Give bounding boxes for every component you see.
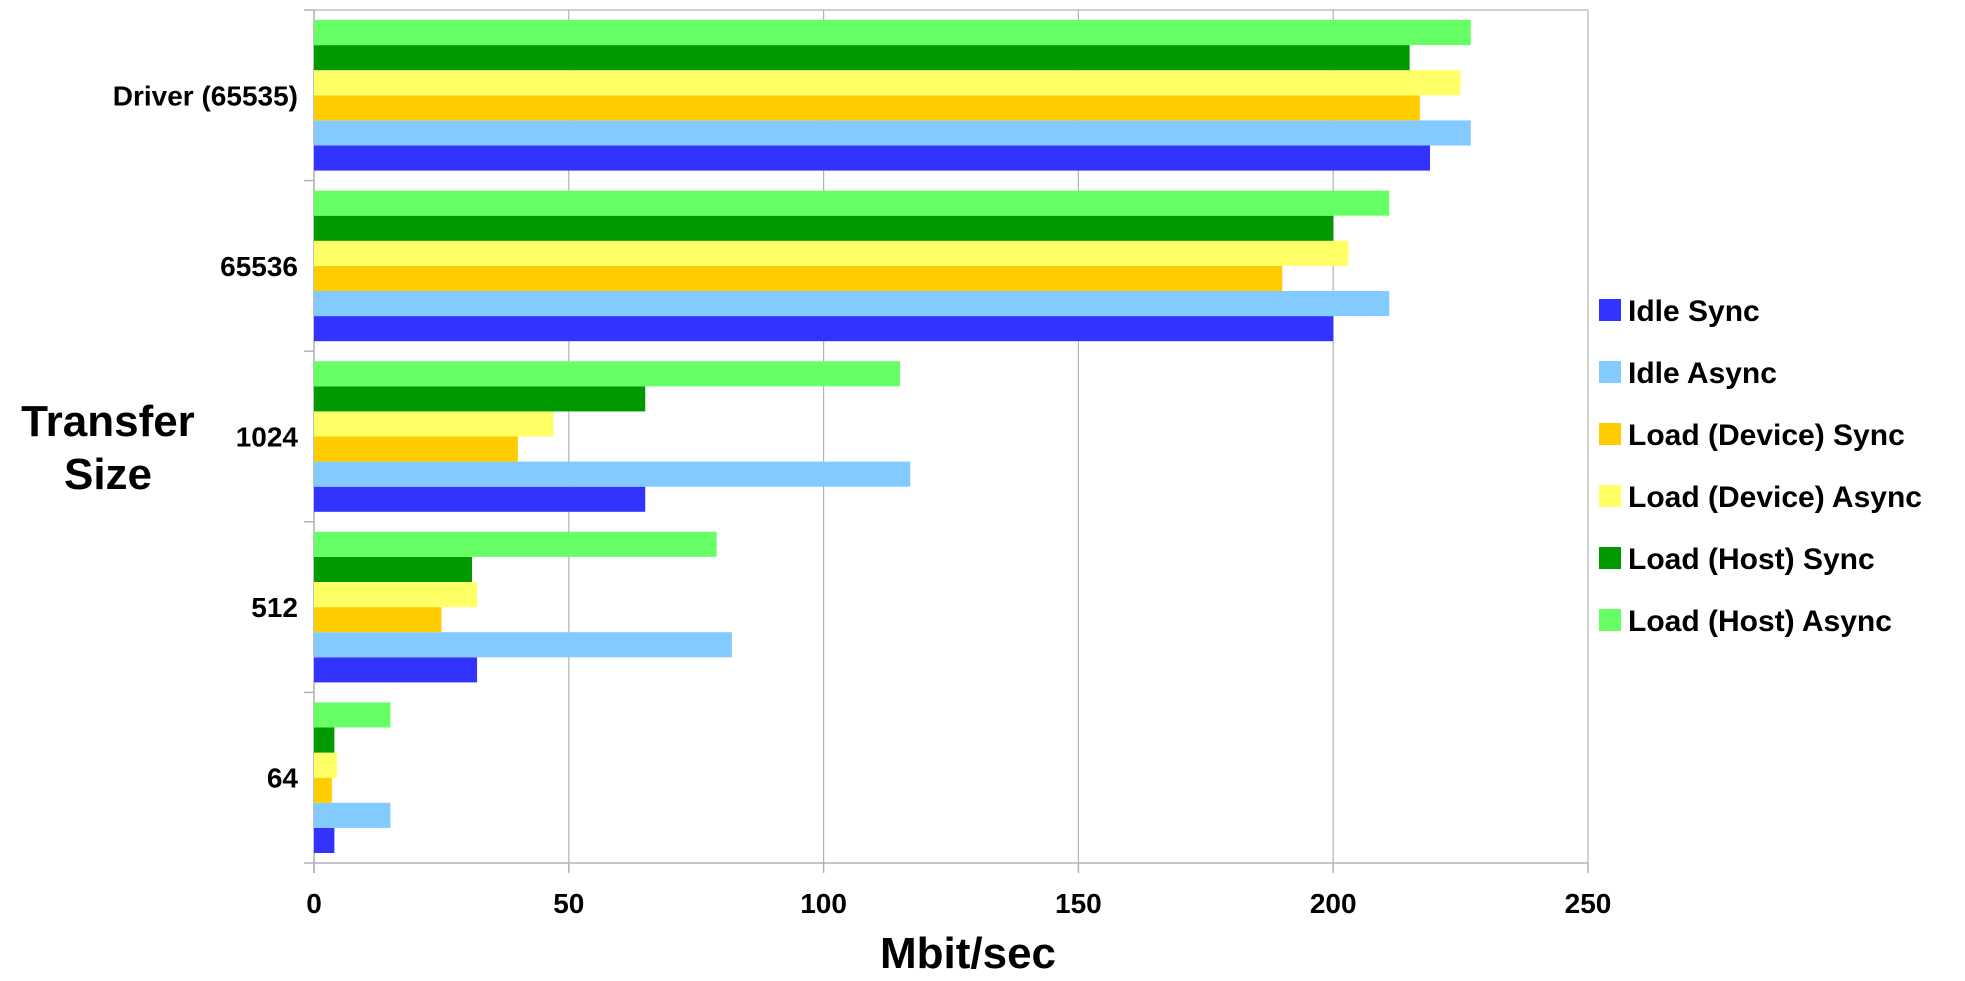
legend-swatch	[1599, 423, 1621, 445]
bar	[314, 316, 1334, 342]
legend-swatch	[1599, 547, 1621, 569]
bars	[314, 20, 1471, 853]
bar	[314, 120, 1471, 146]
y-axis-title: Transfer Size	[21, 397, 195, 499]
bar	[314, 20, 1471, 46]
x-tick-label: 0	[306, 888, 322, 919]
bar	[314, 291, 1390, 317]
bar	[314, 582, 478, 608]
legend: Idle Sync Idle Async Load (Device) Sync Loa…	[1599, 295, 1922, 638]
y-axis-categories: Driver (65535) 65536 1024 512 64	[113, 80, 299, 793]
bar	[314, 461, 911, 487]
bar	[314, 190, 1390, 216]
bar	[314, 702, 391, 728]
x-axis-title: Mbit/sec	[880, 929, 1056, 978]
bar	[314, 727, 335, 753]
bar	[314, 411, 554, 437]
bar	[314, 556, 472, 582]
bar	[314, 436, 518, 462]
y-category-label: Driver (65535)	[113, 80, 298, 111]
y-category-label: 65536	[220, 251, 298, 282]
y-axis-title-line: Transfer	[21, 397, 195, 446]
x-tick-label: 50	[553, 888, 584, 919]
bar	[314, 802, 391, 828]
bar	[314, 361, 901, 387]
bar	[314, 607, 442, 633]
bar	[314, 657, 478, 683]
x-tick-label: 200	[1310, 888, 1357, 919]
y-category-label: 64	[267, 763, 299, 794]
x-axis-ticks: 0 50 100 150 200 250	[306, 888, 1611, 919]
bar	[314, 45, 1410, 71]
legend-label: Load (Host) Async	[1628, 605, 1892, 638]
bar	[314, 632, 732, 658]
legend-swatch	[1599, 609, 1621, 631]
y-category-label: 1024	[236, 422, 299, 453]
bar	[314, 95, 1420, 121]
legend-label: Load (Device) Sync	[1628, 419, 1905, 452]
x-tick-label: 150	[1055, 888, 1102, 919]
legend-swatch	[1599, 485, 1621, 507]
bar	[314, 145, 1431, 171]
bar	[314, 386, 646, 412]
bar	[314, 531, 717, 557]
x-tick-label: 250	[1565, 888, 1612, 919]
legend-label: Idle Sync	[1628, 295, 1760, 328]
bar	[314, 777, 332, 803]
legend-swatch	[1599, 361, 1621, 383]
bar	[314, 752, 337, 778]
bar	[314, 70, 1461, 96]
bar	[314, 827, 335, 853]
bar	[314, 265, 1283, 291]
bar	[314, 486, 646, 512]
legend-label: Load (Device) Async	[1628, 481, 1922, 514]
y-category-label: 512	[251, 592, 298, 623]
legend-swatch	[1599, 299, 1621, 321]
bar	[314, 215, 1334, 241]
x-tick-label: 100	[800, 888, 847, 919]
bar	[314, 240, 1349, 266]
legend-label: Idle Async	[1628, 357, 1777, 390]
legend-label: Load (Host) Sync	[1628, 543, 1875, 576]
y-axis-title-line: Size	[64, 450, 152, 499]
